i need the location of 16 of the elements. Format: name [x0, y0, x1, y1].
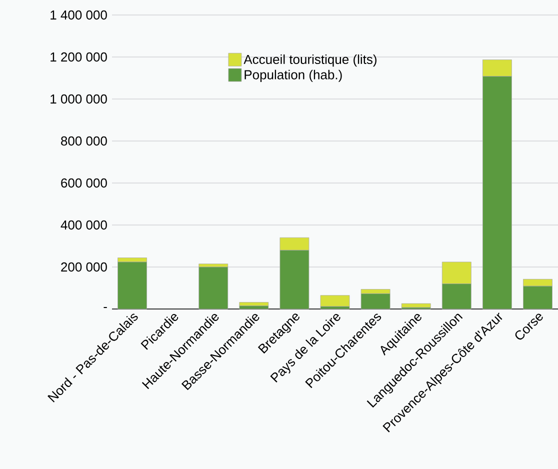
- y-tick-label: 1 000 000: [50, 94, 107, 104]
- y-tick-label: 1 400 000: [50, 10, 107, 20]
- bar: [320, 295, 350, 307]
- legend-label: Accueil touristique (lits): [244, 54, 376, 67]
- y-tick-label: 800 000: [61, 136, 107, 146]
- y-tick-label: -: [104, 307, 107, 308]
- bar: [401, 303, 431, 308]
- y-tick-label: 400 000: [60, 220, 107, 230]
- bar: [360, 293, 390, 310]
- bar: [239, 306, 269, 310]
- bar: [198, 266, 228, 310]
- y-tick-label: 200 000: [61, 262, 107, 272]
- y-tick-label: 1 200 000: [50, 52, 107, 62]
- bar: [118, 262, 147, 310]
- y-tick-label: 600 000: [61, 178, 107, 188]
- legend-label: Population (hab.): [244, 70, 342, 82]
